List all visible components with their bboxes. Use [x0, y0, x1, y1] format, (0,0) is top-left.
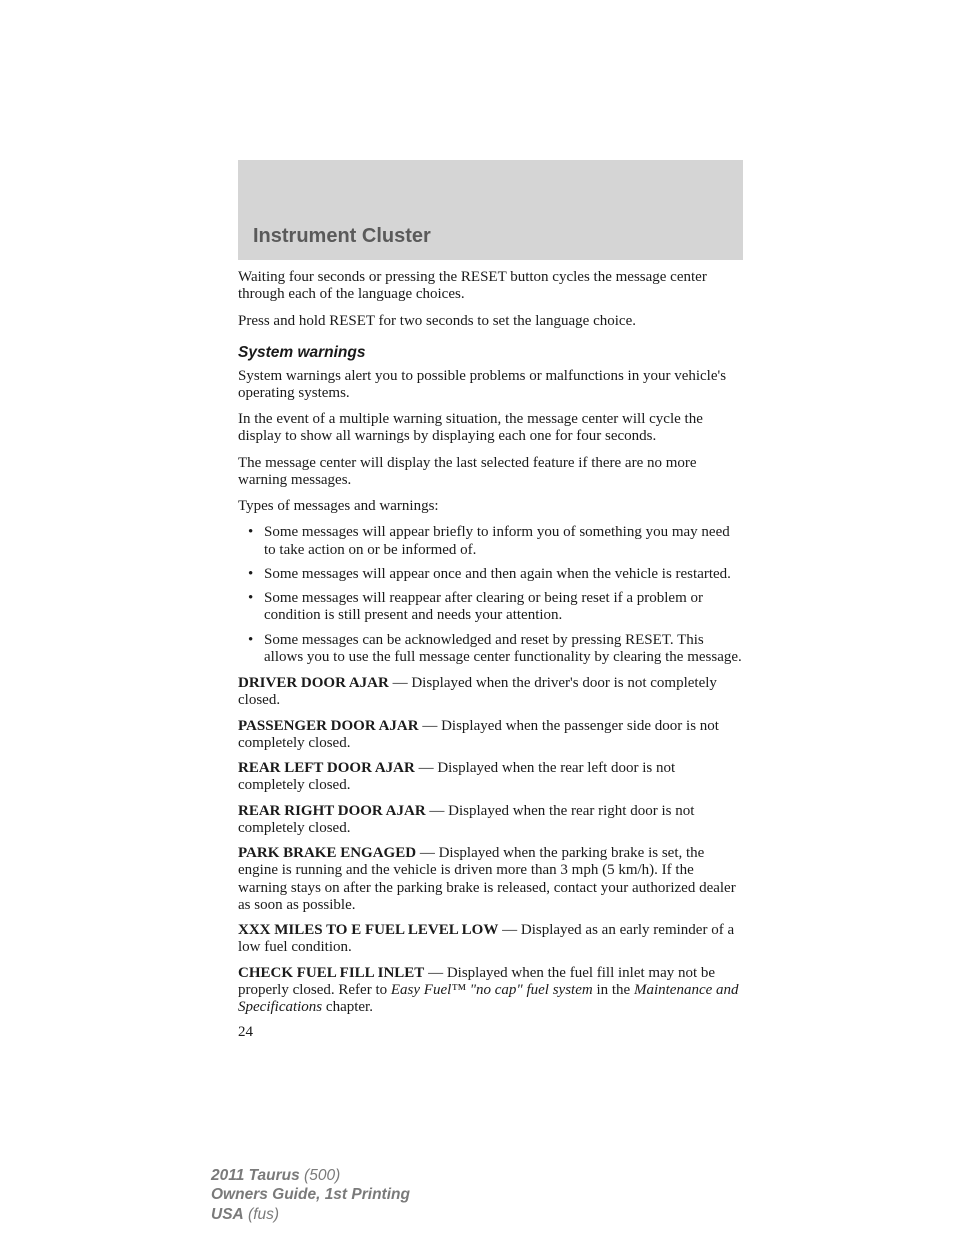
- warning-text-mid: in the: [593, 982, 634, 998]
- section-title: Instrument Cluster: [253, 225, 431, 248]
- list-item: Some messages will appear once and then …: [238, 566, 743, 583]
- warning-label: PARK BRAKE ENGAGED: [238, 845, 416, 861]
- footer-region: USA: [211, 1206, 244, 1223]
- warning-park-brake: PARK BRAKE ENGAGED — Displayed when the …: [238, 845, 743, 914]
- page-number: 24: [238, 1024, 743, 1041]
- list-item: Some messages will reappear after cleari…: [238, 590, 743, 625]
- header-block: Instrument Cluster: [238, 160, 743, 260]
- list-item: Some messages can be acknowledged and re…: [238, 632, 743, 667]
- warning-ref-1: Easy Fuel™ "no cap" fuel system: [391, 982, 593, 998]
- warning-label: DRIVER DOOR AJAR: [238, 675, 389, 691]
- para-sw-3: The message center will display the last…: [238, 455, 743, 490]
- list-item: Some messages will appear briefly to inf…: [238, 524, 743, 559]
- warning-label: REAR RIGHT DOOR AJAR: [238, 803, 426, 819]
- warning-fuel-inlet: CHECK FUEL FILL INLET — Displayed when t…: [238, 965, 743, 1017]
- warning-rear-right-door: REAR RIGHT DOOR AJAR — Displayed when th…: [238, 803, 743, 838]
- warning-label: XXX MILES TO E FUEL LEVEL LOW: [238, 922, 498, 938]
- warning-text-post: chapter.: [322, 999, 373, 1015]
- footer-line-3: USA (fus): [211, 1205, 410, 1224]
- footer-code: (500): [300, 1167, 341, 1184]
- subheading-system-warnings: System warnings: [238, 344, 743, 362]
- footer-model: 2011 Taurus: [211, 1167, 300, 1184]
- warning-label: PASSENGER DOOR AJAR: [238, 718, 419, 734]
- para-intro-2: Press and hold RESET for two seconds to …: [238, 313, 743, 330]
- page-content: Waiting four seconds or pressing the RES…: [238, 269, 743, 1042]
- para-sw-2: In the event of a multiple warning situa…: [238, 411, 743, 446]
- footer-line-2: Owners Guide, 1st Printing: [211, 1185, 410, 1204]
- footer-line-1: 2011 Taurus (500): [211, 1166, 410, 1185]
- warnings-bullet-list: Some messages will appear briefly to inf…: [238, 524, 743, 666]
- warning-label: REAR LEFT DOOR AJAR: [238, 760, 415, 776]
- page-footer: 2011 Taurus (500) Owners Guide, 1st Prin…: [211, 1166, 410, 1224]
- warning-label: CHECK FUEL FILL INLET: [238, 965, 424, 981]
- warning-driver-door: DRIVER DOOR AJAR — Displayed when the dr…: [238, 675, 743, 710]
- warning-passenger-door: PASSENGER DOOR AJAR — Displayed when the…: [238, 718, 743, 753]
- footer-region-code: (fus): [244, 1206, 279, 1223]
- para-sw-1: System warnings alert you to possible pr…: [238, 368, 743, 403]
- para-sw-4: Types of messages and warnings:: [238, 498, 743, 515]
- warning-fuel-low: XXX MILES TO E FUEL LEVEL LOW — Displaye…: [238, 922, 743, 957]
- warning-rear-left-door: REAR LEFT DOOR AJAR — Displayed when the…: [238, 760, 743, 795]
- para-intro-1: Waiting four seconds or pressing the RES…: [238, 269, 743, 304]
